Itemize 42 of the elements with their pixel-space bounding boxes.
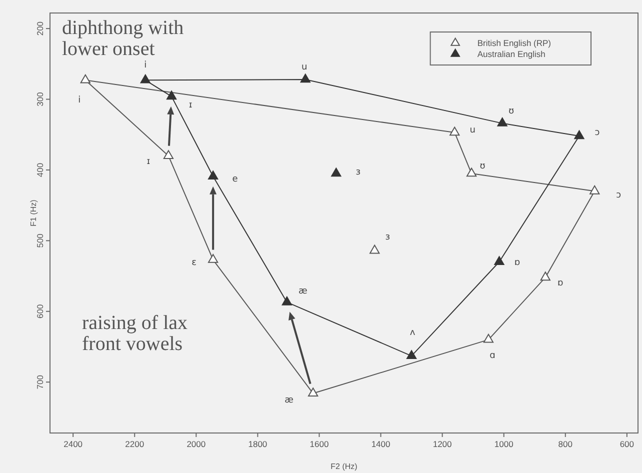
x-tick-label: 1400 — [371, 439, 390, 450]
annotation: ɪ — [146, 156, 150, 167]
legend-label: Australian English — [477, 48, 546, 59]
annotation: ʊ — [480, 162, 486, 172]
annotation: raising of lax front vowels — [82, 312, 188, 355]
y-tick-label: 300 — [35, 92, 45, 106]
annotation: ʊ — [508, 106, 515, 116]
annotation: æ — [284, 396, 294, 406]
y-tick-label: 600 — [35, 304, 45, 318]
annotation: i — [78, 95, 81, 106]
y-tick-label: 500 — [35, 233, 45, 248]
x-axis-title: F2 (Hz) — [330, 462, 358, 471]
annotation: ɔ — [616, 190, 622, 200]
x-tick-label: 2000 — [186, 439, 206, 450]
x-tick-label: 2200 — [125, 439, 144, 450]
annotation: u — [302, 62, 308, 73]
annotation: ɒ — [558, 278, 564, 289]
x-tick-label: 1600 — [310, 439, 329, 450]
annotation: diphthong with lower onset — [62, 17, 184, 60]
x-tick-label: 1800 — [248, 439, 268, 450]
y-tick-label: 200 — [35, 21, 45, 36]
annotation: ɛ — [192, 258, 197, 268]
annotation: ɜ — [356, 168, 361, 178]
x-tick-label: 800 — [558, 439, 573, 450]
annotation: e — [232, 174, 238, 184]
legend-label: British English (RP) — [477, 38, 552, 48]
annotation: ɒ — [514, 258, 520, 268]
y-axis-title: F1 (Hz) — [29, 199, 38, 226]
annotation: ʌ — [410, 328, 416, 338]
annotation: ɜ — [385, 232, 390, 243]
x-tick-label: 1000 — [494, 439, 514, 450]
annotation: ɪ — [188, 100, 192, 111]
annotation: æ — [298, 286, 308, 296]
x-tick-label: 1200 — [432, 439, 452, 450]
annotation: i — [144, 60, 147, 70]
y-tick-label: 700 — [35, 374, 45, 390]
annotation: ɑ — [490, 350, 496, 361]
annotation: u — [470, 126, 476, 136]
x-tick-label: 600 — [620, 439, 634, 450]
annotation: ɔ — [594, 128, 600, 138]
x-tick-label: 2400 — [64, 439, 83, 450]
y-tick-label: 400 — [35, 162, 45, 178]
